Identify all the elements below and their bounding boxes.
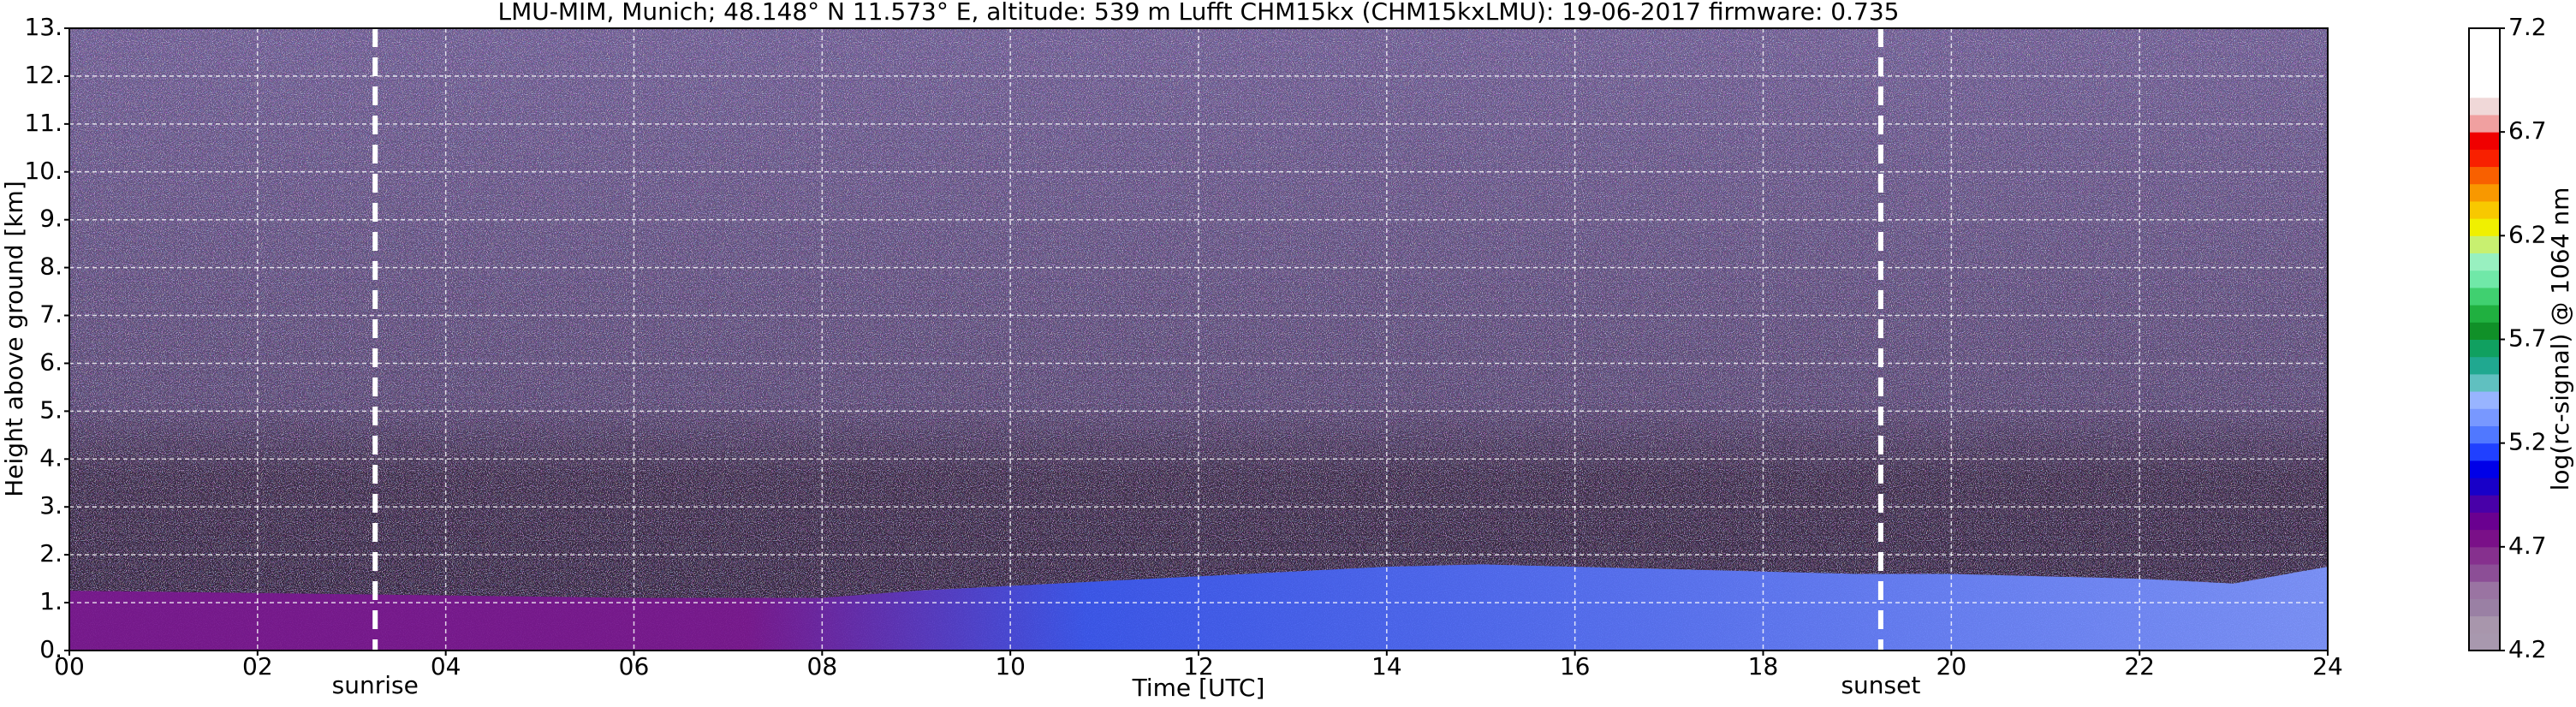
x-tick-label: 24	[2312, 652, 2343, 680]
colorbar-segment	[2469, 200, 2500, 219]
colorbar-segment	[2469, 287, 2500, 306]
colorbar-segment	[2469, 166, 2500, 185]
x-tick-label: 08	[807, 652, 838, 680]
x-tick-label: 06	[619, 652, 650, 680]
colorbar-tick-label: 4.7	[2508, 532, 2547, 560]
y-tick-label: 2.	[39, 539, 62, 567]
y-tick-label: 3.	[39, 491, 62, 520]
x-tick-label: 10	[995, 652, 1026, 680]
y-tick-label: 7.	[39, 300, 62, 329]
colorbar-segment	[2469, 391, 2500, 409]
y-tick-label: 12.	[24, 61, 62, 89]
colorbar-segment	[2469, 114, 2500, 133]
colorbar-segment	[2469, 253, 2500, 271]
colorbar-segment	[2469, 28, 2500, 46]
y-tick-label: 13.	[24, 13, 62, 41]
colorbar-segment	[2469, 62, 2500, 81]
colorbar-segment	[2469, 356, 2500, 375]
colorbar-segment	[2469, 581, 2500, 599]
colorbar-segment	[2469, 80, 2500, 98]
colorbar-segment	[2469, 495, 2500, 513]
x-axis-label: Time [UTC]	[1132, 674, 1265, 702]
colorbar-segment	[2469, 633, 2500, 651]
colorbar-segment	[2469, 132, 2500, 150]
annotation-label: sunset	[1841, 671, 1920, 699]
colorbar-segment	[2469, 149, 2500, 168]
colorbar-tick-label: 7.2	[2508, 13, 2547, 41]
chart-title: LMU-MIM, Munich; 48.148° N 11.573° E, al…	[498, 0, 1900, 26]
colorbar-segment	[2469, 408, 2500, 426]
x-tick-label: 18	[1748, 652, 1779, 680]
colorbar-segment	[2469, 460, 2500, 478]
y-tick-label: 9.	[39, 205, 62, 233]
colorbar-segment	[2469, 564, 2500, 582]
x-tick-label: 20	[1936, 652, 1967, 680]
x-tick-label: 16	[1560, 652, 1591, 680]
colorbar-segment	[2469, 425, 2500, 444]
x-tick-label: 00	[54, 652, 85, 680]
y-tick-label: 5.	[39, 395, 62, 424]
x-tick-label: 14	[1371, 652, 1402, 680]
colorbar-segment	[2469, 443, 2500, 461]
colorbar-segment	[2469, 322, 2500, 340]
colorbar-segment	[2469, 373, 2500, 392]
colorbar-segment	[2469, 598, 2500, 617]
colorbar-segment	[2469, 512, 2500, 531]
annotation-label: sunrise	[332, 671, 419, 699]
colorbar-segment	[2469, 45, 2500, 63]
colorbar-tick-label: 5.7	[2508, 324, 2547, 353]
x-tick-label: 04	[431, 652, 461, 680]
colorbar-tick-label: 6.2	[2508, 220, 2547, 248]
colorbar-segment	[2469, 546, 2500, 565]
colorbar-segment	[2469, 615, 2500, 634]
colorbar-segment	[2469, 478, 2500, 496]
plot-frame	[68, 27, 2329, 651]
y-tick-label: 0.	[39, 635, 62, 663]
colorbar-segment	[2469, 235, 2500, 254]
y-tick-label: 11.	[24, 109, 62, 137]
y-tick-label: 8.	[39, 253, 62, 281]
x-tick-label: 02	[242, 652, 273, 680]
colorbar-segment	[2469, 218, 2500, 236]
y-tick-label: 1.	[39, 587, 62, 615]
y-axis-label: Height above ground [km]	[0, 181, 28, 497]
colorbar-segment	[2469, 270, 2500, 288]
colorbar-segment	[2469, 305, 2500, 323]
colorbar-segment	[2469, 183, 2500, 202]
y-tick-label: 10.	[24, 157, 62, 185]
x-tick-label: 12	[1183, 652, 1214, 680]
colorbar-segment	[2469, 339, 2500, 358]
colorbar-segment	[2469, 529, 2500, 548]
colorbar-tick-label: 5.2	[2508, 428, 2547, 456]
colorbar-tick-label: 6.7	[2508, 116, 2547, 145]
colorbar-tick-label: 4.2	[2508, 635, 2547, 663]
x-tick-label: 22	[2124, 652, 2155, 680]
colorbar-segment	[2469, 97, 2500, 116]
colorbar-label: log(rc-signal) @ 1064 nm	[2546, 187, 2574, 491]
y-tick-label: 4.	[39, 443, 62, 472]
y-tick-label: 6.	[39, 348, 62, 376]
